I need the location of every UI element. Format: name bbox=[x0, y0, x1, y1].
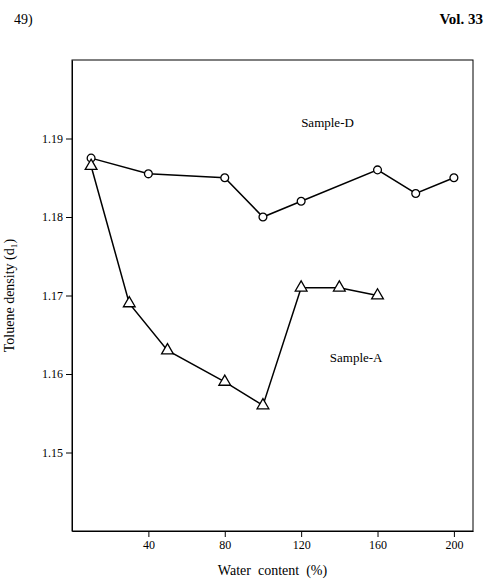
point bbox=[257, 399, 269, 409]
tick-mark bbox=[66, 453, 72, 454]
point bbox=[450, 174, 458, 182]
y-axis: 1.15 1.16 1.17 1.18 1.19 bbox=[42, 61, 73, 532]
point bbox=[162, 344, 174, 354]
x-axis-label: Water content (%) bbox=[218, 563, 328, 579]
data bbox=[85, 154, 458, 409]
axis-line bbox=[73, 531, 474, 532]
point bbox=[297, 197, 305, 205]
x-axis: 40 80 120 160 200 bbox=[73, 531, 474, 552]
point bbox=[372, 289, 384, 299]
tick-label: 1.18 bbox=[42, 210, 63, 224]
tick: 120 bbox=[293, 531, 311, 552]
tick-label: 1.19 bbox=[42, 132, 63, 146]
point bbox=[333, 281, 345, 291]
plot: 40 80 120 160 200 1.15 1.16 1.17 1.18 1.19 Water c… bbox=[2, 60, 474, 579]
tick: 40 bbox=[143, 531, 155, 552]
tick: 80 bbox=[219, 531, 231, 552]
series-line bbox=[91, 158, 454, 217]
tick: 200 bbox=[445, 531, 463, 552]
point bbox=[123, 297, 135, 307]
tick-mark bbox=[66, 217, 72, 218]
annotation: Sample-D bbox=[301, 115, 354, 130]
tick: 160 bbox=[369, 531, 387, 552]
annotation: Sample-A bbox=[330, 350, 383, 365]
point bbox=[144, 170, 152, 178]
tick: 1.17 bbox=[42, 289, 72, 303]
tick-label: 120 bbox=[293, 538, 311, 552]
point bbox=[374, 166, 382, 174]
tick: 1.19 bbox=[42, 132, 72, 146]
point bbox=[85, 159, 97, 169]
tick-mark bbox=[301, 531, 302, 537]
tick-label: 1.16 bbox=[42, 367, 63, 381]
point bbox=[259, 213, 267, 221]
plot-frame bbox=[72, 60, 473, 531]
tick-label: 1.17 bbox=[42, 289, 63, 303]
axis-line bbox=[72, 61, 73, 532]
tick-mark bbox=[454, 531, 455, 537]
y-axis-label: Toluene density (d₁) bbox=[2, 238, 18, 352]
tick-label: 1.15 bbox=[42, 446, 63, 460]
tick-label: 200 bbox=[445, 538, 463, 552]
title: Vol. 33 bbox=[439, 11, 483, 27]
tick-mark bbox=[225, 531, 226, 537]
point bbox=[221, 174, 229, 182]
tick-mark bbox=[148, 531, 149, 537]
point bbox=[219, 375, 231, 385]
tick: 1.18 bbox=[42, 210, 72, 224]
tick-mark bbox=[378, 531, 379, 537]
series-line bbox=[91, 166, 377, 405]
chart: 49)Vol. 3340801201602001.151.161.171.181… bbox=[0, 0, 497, 587]
tick-mark bbox=[66, 374, 72, 375]
tick-label: 160 bbox=[369, 538, 387, 552]
tick-label: 40 bbox=[143, 538, 155, 552]
tick: 1.15 bbox=[42, 446, 72, 460]
tick-label: 80 bbox=[219, 538, 231, 552]
subtitle: 49) bbox=[14, 12, 33, 28]
tick-mark bbox=[66, 296, 72, 297]
point bbox=[295, 281, 307, 291]
point bbox=[412, 190, 420, 198]
tick: 1.16 bbox=[42, 367, 72, 381]
tick-mark bbox=[66, 139, 72, 140]
